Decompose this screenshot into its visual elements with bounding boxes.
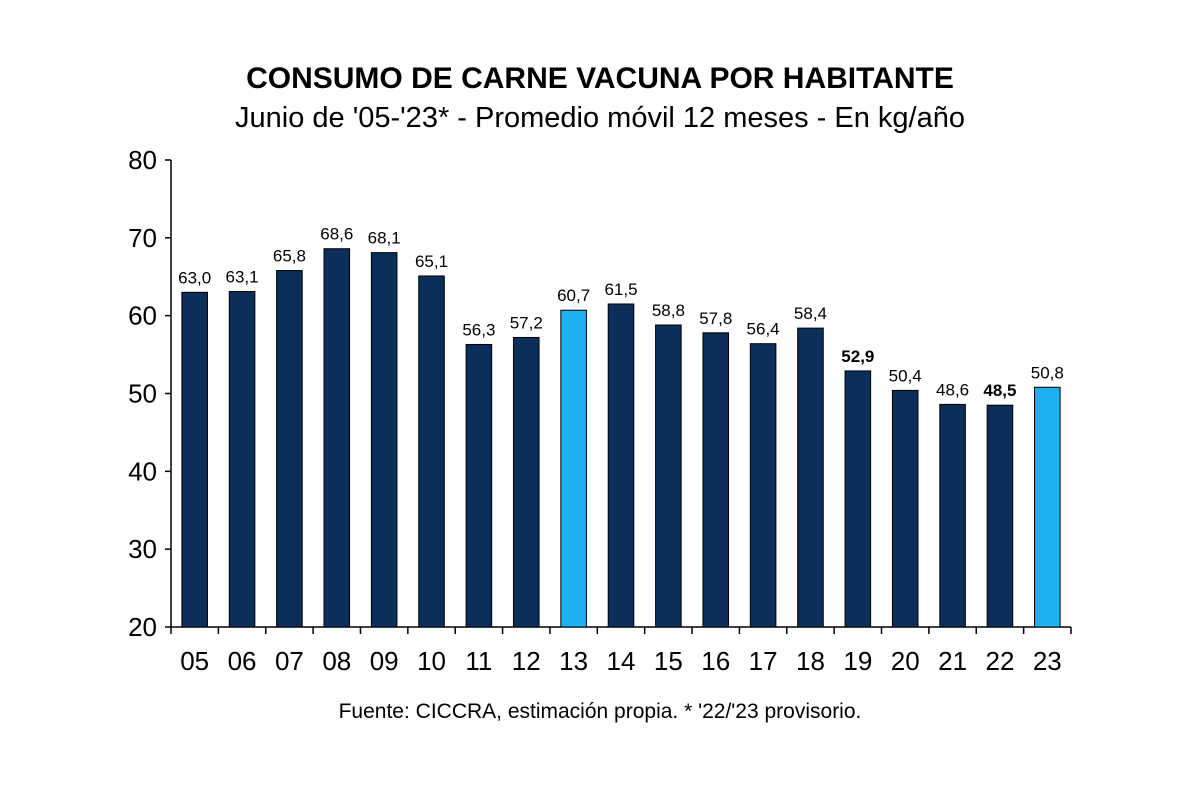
data-label-22: 48,5: [983, 381, 1016, 400]
bar-17: [749, 343, 777, 628]
x-tick-label: 23: [1033, 646, 1062, 676]
x-tick-label: 14: [607, 646, 636, 676]
x-tick-label: 09: [370, 646, 399, 676]
bar-08: [323, 248, 351, 628]
data-label-13: 60,7: [557, 286, 590, 305]
bar-06: [228, 291, 256, 628]
data-label-12: 57,2: [510, 313, 543, 332]
data-label-15: 58,8: [652, 301, 685, 320]
x-tick-label: 07: [275, 646, 304, 676]
bar-21: [939, 403, 966, 628]
bar-12: [512, 336, 540, 628]
x-tick-label: 19: [843, 646, 872, 676]
data-label-09: 68,1: [368, 229, 401, 248]
data-label-10: 65,1: [415, 252, 448, 271]
bar-10: [418, 275, 445, 628]
data-label-23: 50,8: [1031, 363, 1064, 382]
x-tick-label: 17: [749, 646, 778, 676]
x-tick-label: 10: [417, 646, 446, 676]
y-tick-label: 20: [128, 612, 157, 642]
y-tick-label: 60: [128, 301, 157, 331]
bar-18: [797, 327, 824, 628]
bar-13: [560, 309, 587, 628]
data-label-07: 65,8: [273, 247, 306, 266]
data-label-16: 57,8: [699, 309, 732, 328]
bar-15: [655, 324, 682, 628]
x-tick-label: 20: [891, 646, 920, 676]
data-label-20: 50,4: [889, 366, 922, 385]
data-label-18: 58,4: [794, 304, 827, 323]
bar-20: [891, 389, 919, 628]
bar-16: [702, 332, 730, 628]
bar-23: [1034, 386, 1061, 628]
data-label-06: 63,1: [226, 268, 259, 287]
y-tick-label: 80: [128, 145, 157, 175]
data-label-14: 61,5: [604, 280, 637, 299]
bar-22: [986, 404, 1014, 628]
bar-05: [181, 291, 208, 628]
data-label-17: 56,4: [747, 320, 780, 339]
x-tick-label: 15: [654, 646, 683, 676]
bar-09: [370, 252, 398, 628]
x-tick-label: 12: [512, 646, 541, 676]
x-tick-label: 16: [701, 646, 730, 676]
source-note: Fuente: CICCRA, estimación propia. * '22…: [338, 700, 862, 723]
y-tick-label: 70: [128, 223, 157, 253]
x-tick-label: 18: [796, 646, 825, 676]
bar-07: [276, 270, 303, 628]
x-tick-label: 22: [985, 646, 1014, 676]
data-label-05: 63,0: [178, 268, 211, 287]
data-label-11: 56,3: [462, 320, 495, 339]
x-tick-label: 21: [938, 646, 967, 676]
y-tick-label: 40: [128, 456, 157, 486]
x-tick-label: 05: [180, 646, 209, 676]
x-tick-label: 08: [322, 646, 351, 676]
bar-14: [607, 303, 635, 628]
chart-subtitle: Junio de '05-'23* - Promedio móvil 12 me…: [235, 102, 965, 134]
y-tick-label: 30: [128, 534, 157, 564]
x-tick-label: 11: [465, 646, 492, 676]
chart-title: CONSUMO DE CARNE VACUNA POR HABITANTE: [246, 62, 954, 95]
x-tick-label: 13: [559, 646, 588, 676]
data-label-21: 48,6: [936, 380, 969, 399]
data-label-19: 52,9: [841, 347, 874, 366]
y-tick-label: 50: [128, 379, 157, 409]
data-label-08: 68,6: [320, 225, 353, 244]
x-tick-label: 06: [228, 646, 257, 676]
bar-11: [465, 343, 493, 628]
bar-19: [844, 370, 872, 628]
